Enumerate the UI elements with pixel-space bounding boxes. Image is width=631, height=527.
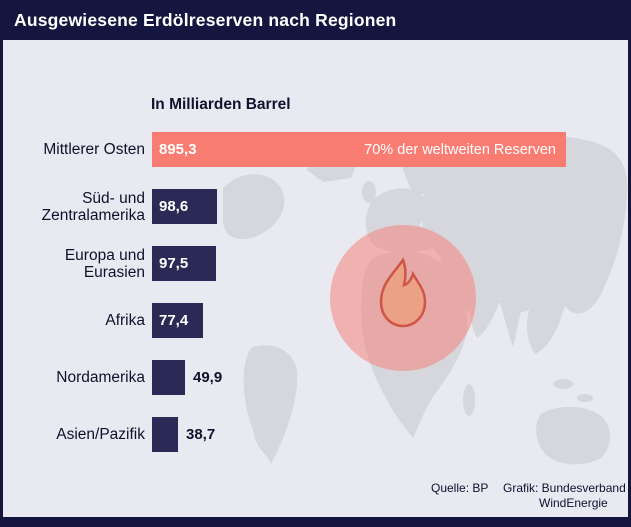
bar-value: 97,5 — [159, 255, 189, 272]
map-uk — [362, 181, 376, 203]
bar-value: 77,4 — [159, 312, 189, 329]
bar-label: Asien/Pazifik — [56, 426, 145, 443]
bar: 895,3 70% der weltweiten Reserven — [152, 132, 566, 167]
source-credit: Quelle: BP — [431, 481, 489, 495]
bar-label: Afrika — [105, 312, 145, 329]
bar-area: 895,3 70% der weltweiten Reserven — [152, 132, 628, 167]
world-map — [223, 135, 628, 465]
bar-annotation: 70% der weltweiten Reserven — [364, 141, 556, 158]
bar-area: 38,7 — [152, 417, 628, 452]
middle-east-highlight — [330, 225, 476, 371]
bar-row: Afrika 77,4 — [3, 303, 628, 338]
bar-value: 895,3 — [159, 141, 197, 158]
bar-label: Mittlerer Osten — [43, 141, 145, 158]
map-australia — [536, 406, 610, 465]
map-madagascar — [463, 384, 475, 416]
bar-value-outside: 49,9 — [193, 369, 223, 386]
bar — [152, 417, 178, 452]
bar-row: Europa und Eurasien 97,5 — [3, 246, 628, 281]
graphic-credit-line1: Grafik: Bundesverband — [503, 481, 626, 495]
page-title: Ausgewiesene Erdölreserven nach Regionen — [14, 9, 397, 30]
unit-label: In Milliarden Barrel — [151, 96, 291, 113]
graphic-credit-line2: WindEnergie — [539, 496, 608, 510]
map-north-america — [223, 174, 285, 240]
bar-area: 98,6 — [152, 189, 628, 224]
bar-value: 98,6 — [159, 198, 189, 215]
bar-area: 97,5 — [152, 246, 628, 281]
bar-row: Mittlerer Osten 895,3 70% der weltweiten… — [3, 132, 628, 167]
bar-value-outside: 38,7 — [186, 426, 216, 443]
flame-icon — [379, 257, 427, 328]
bar-area: 49,9 — [152, 360, 628, 395]
bar: 98,6 — [152, 189, 217, 224]
chart-area: In Milliarden Barrel Mittlerer Osten 895… — [3, 40, 628, 517]
bar-row: Nordamerika 49,9 — [3, 360, 628, 395]
map-india — [499, 300, 523, 348]
bar-label: Süd- und Zentralamerika — [41, 189, 145, 224]
graphic-credit: Grafik: Bundesverband WindEnergie — [503, 481, 626, 511]
map-island — [553, 379, 573, 389]
bar-row: Asien/Pazifik 38,7 — [3, 417, 628, 452]
title-bar: Ausgewiesene Erdölreserven nach Regionen — [0, 0, 631, 40]
bar-label: Nordamerika — [56, 369, 145, 386]
bar: 97,5 — [152, 246, 216, 281]
map-island — [577, 394, 593, 402]
bar-area: 77,4 — [152, 303, 628, 338]
chart-rows: Mittlerer Osten 895,3 70% der weltweiten… — [3, 132, 628, 452]
bar — [152, 360, 185, 395]
bar: 77,4 — [152, 303, 203, 338]
map-south-america — [243, 345, 298, 464]
bar-label: Europa und Eurasien — [64, 246, 145, 281]
bar-row: Süd- und Zentralamerika 98,6 — [3, 189, 628, 224]
